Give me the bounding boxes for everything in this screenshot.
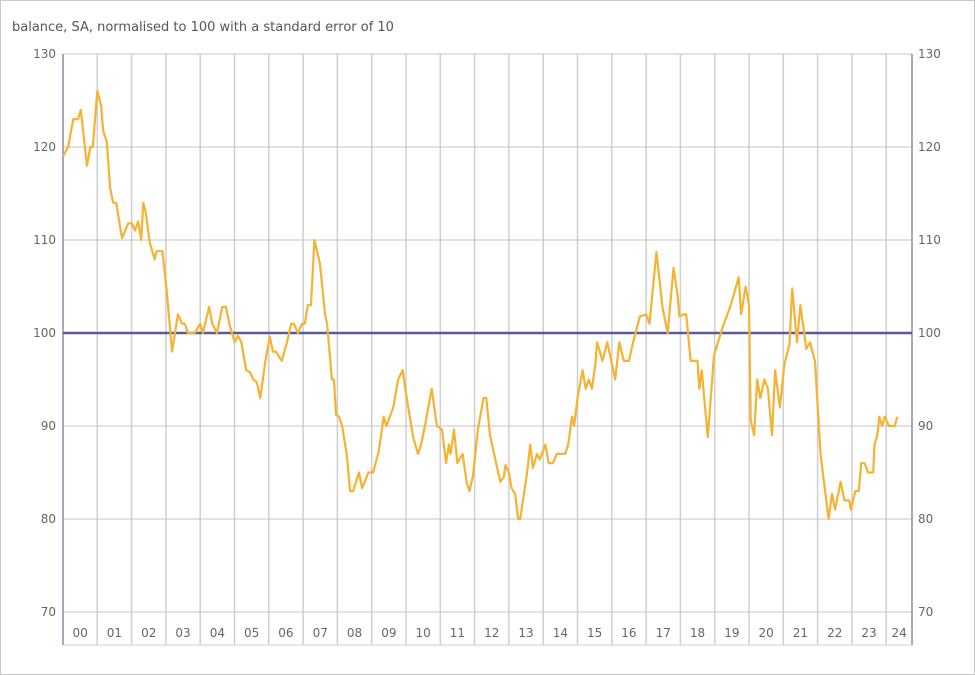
y-tick-label-right: 70 xyxy=(918,605,933,619)
y-tick-label-right: 100 xyxy=(918,326,941,340)
x-tick-label: 08 xyxy=(347,626,362,640)
y-tick-label-right: 110 xyxy=(918,233,941,247)
y-tick-label-right: 130 xyxy=(918,47,941,61)
x-tick-label: 05 xyxy=(244,626,259,640)
y-tick-label-left: 90 xyxy=(41,419,56,433)
y-tick-label-left: 110 xyxy=(33,233,56,247)
y-tick-label-left: 70 xyxy=(41,605,56,619)
x-tick-label: 17 xyxy=(656,626,671,640)
x-tick-label: 09 xyxy=(381,626,396,640)
x-tick-label: 23 xyxy=(861,626,876,640)
chart-subtitle: balance, SA, normalised to 100 with a st… xyxy=(12,20,394,35)
x-tick-label: 14 xyxy=(553,626,568,640)
x-tick-label: 16 xyxy=(621,626,636,640)
y-tick-label-left: 120 xyxy=(33,140,56,154)
y-tick-label-left: 130 xyxy=(33,47,56,61)
y-tick-label-left: 80 xyxy=(41,512,56,526)
x-tick-label: 06 xyxy=(278,626,293,640)
y-tick-label-right: 90 xyxy=(918,419,933,433)
x-tick-label: 13 xyxy=(518,626,533,640)
x-tick-label: 12 xyxy=(484,626,499,640)
x-tick-label: 15 xyxy=(587,626,602,640)
x-tick-label: 22 xyxy=(827,626,842,640)
x-tick-label: 20 xyxy=(759,626,774,640)
y-tick-label-left: 100 xyxy=(33,326,56,340)
x-tick-label: 19 xyxy=(724,626,739,640)
y-tick-label-right: 120 xyxy=(918,140,941,154)
x-tick-label: 01 xyxy=(107,626,122,640)
x-tick-label: 11 xyxy=(450,626,465,640)
y-tick-label-right: 80 xyxy=(918,512,933,526)
x-tick-label: 00 xyxy=(73,626,88,640)
x-tick-label: 10 xyxy=(416,626,431,640)
balance-series-line xyxy=(62,90,899,521)
x-tick-label: 03 xyxy=(175,626,190,640)
x-tick-label: 02 xyxy=(141,626,156,640)
x-tick-label: 24 xyxy=(891,626,906,640)
x-tick-label: 07 xyxy=(313,626,328,640)
x-tick-label: 04 xyxy=(210,626,225,640)
x-tick-label: 21 xyxy=(793,626,808,640)
x-tick-label: 18 xyxy=(690,626,705,640)
